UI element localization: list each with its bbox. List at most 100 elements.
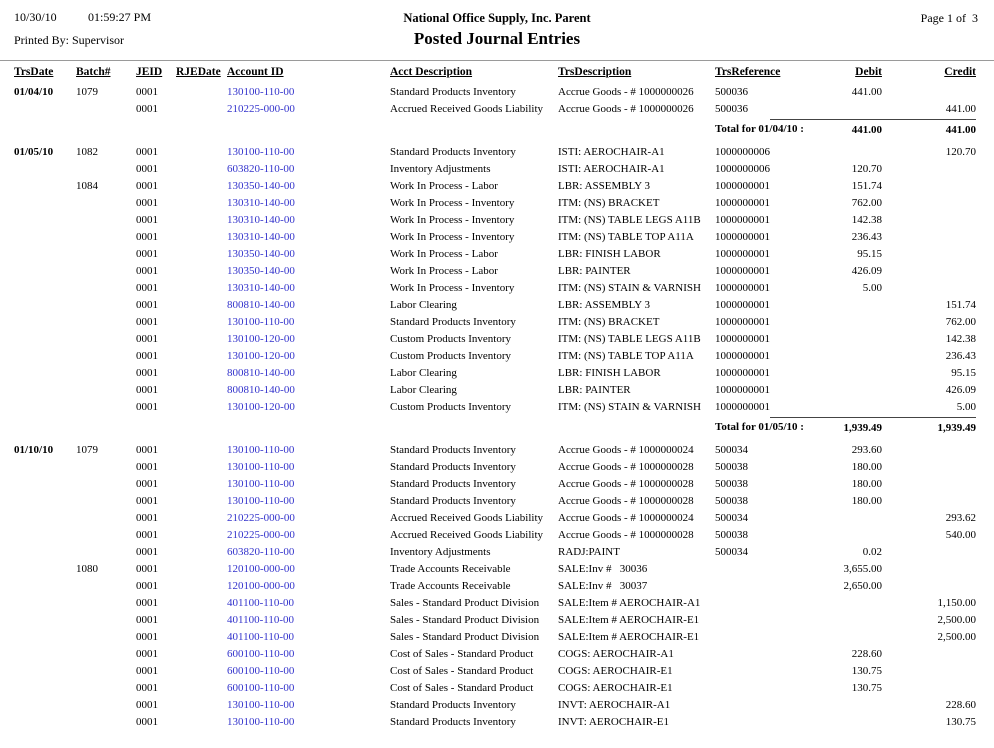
acct-description-cell: Custom Products Inventory bbox=[390, 401, 511, 413]
journal-entry-row: 0001 130100-110-00 Standard Products Inven… bbox=[0, 697, 994, 714]
account-id-link[interactable]: 130350-140-00 bbox=[227, 248, 295, 260]
total-credit: 1,939.49 bbox=[876, 417, 976, 436]
account-id-link[interactable]: 130100-110-00 bbox=[227, 716, 295, 728]
credit-cell: 130.75 bbox=[945, 716, 976, 728]
credit-cell: 151.74 bbox=[945, 299, 976, 311]
debit-cell: 130.75 bbox=[851, 682, 882, 694]
trs-description-cell: Accrue Goods - # 1000000024 bbox=[558, 512, 694, 524]
account-id-link[interactable]: 130100-110-00 bbox=[227, 495, 295, 507]
account-id-link[interactable]: 130310-140-00 bbox=[227, 214, 295, 226]
acct-description-cell: Cost of Sales - Standard Product bbox=[390, 648, 534, 660]
account-id-link[interactable]: 130100-110-00 bbox=[227, 699, 295, 711]
account-id-link[interactable]: 130100-110-00 bbox=[227, 444, 295, 456]
debit-cell: 151.74 bbox=[851, 180, 882, 192]
acct-description-cell: Sales - Standard Product Division bbox=[390, 597, 540, 609]
account-id-link[interactable]: 800810-140-00 bbox=[227, 367, 295, 379]
account-id-link[interactable]: 401100-110-00 bbox=[227, 597, 295, 609]
account-id-link[interactable]: 210225-000-00 bbox=[227, 103, 295, 115]
debit-cell: 293.60 bbox=[851, 444, 882, 456]
account-id-link[interactable]: 130310-140-00 bbox=[227, 231, 295, 243]
col-header-trsdate: TrsDate bbox=[14, 66, 54, 78]
journal-entry-row: 0001 401100-110-00 Sales - Standard Produc… bbox=[0, 629, 994, 646]
account-id-link[interactable]: 130350-140-00 bbox=[227, 265, 295, 277]
trs-description-cell: SALE:Inv # 30036 bbox=[558, 563, 648, 575]
trs-reference-cell: 500034 bbox=[715, 512, 748, 524]
trs-reference-cell: 1000000001 bbox=[715, 265, 770, 277]
acct-description-cell: Work In Process - Labor bbox=[390, 265, 498, 277]
trs-description-cell: SALE:Item # AEROCHAIR-E1 bbox=[558, 631, 700, 643]
account-id-link[interactable]: 130100-120-00 bbox=[227, 401, 295, 413]
jeid-cell: 0001 bbox=[136, 478, 158, 490]
journal-entry-row: 0001 130310-140-00 Work In Process - Inven… bbox=[0, 229, 994, 246]
jeid-cell: 0001 bbox=[136, 299, 158, 311]
journal-entry-row: 0001 120100-000-00 Trade Accounts Receivab… bbox=[0, 578, 994, 595]
account-id-link[interactable]: 603820-110-00 bbox=[227, 163, 295, 175]
credit-cell: 2,500.00 bbox=[937, 614, 977, 626]
account-id-link[interactable]: 130310-140-00 bbox=[227, 197, 295, 209]
debit-cell: 120.70 bbox=[851, 163, 882, 175]
acct-description-cell: Standard Products Inventory bbox=[390, 716, 516, 728]
account-id-link[interactable]: 600100-110-00 bbox=[227, 648, 295, 660]
trs-description-cell: LBR: FINISH LABOR bbox=[558, 248, 661, 260]
jeid-cell: 0001 bbox=[136, 631, 158, 643]
account-id-link[interactable]: 130100-110-00 bbox=[227, 316, 295, 328]
jeid-cell: 0001 bbox=[136, 461, 158, 473]
jeid-cell: 0001 bbox=[136, 282, 158, 294]
account-id-link[interactable]: 130100-110-00 bbox=[227, 461, 295, 473]
trs-description-cell: ISTI: AEROCHAIR-A1 bbox=[558, 163, 665, 175]
total-debit: 1,939.49 bbox=[770, 417, 882, 436]
jeid-cell: 0001 bbox=[136, 546, 158, 558]
account-id-link[interactable]: 210225-000-00 bbox=[227, 512, 295, 524]
credit-cell: 120.70 bbox=[945, 146, 976, 158]
acct-description-cell: Standard Products Inventory bbox=[390, 495, 516, 507]
col-header-jeid: JEID bbox=[136, 66, 163, 78]
account-id-link[interactable]: 130100-120-00 bbox=[227, 350, 295, 362]
jeid-cell: 0001 bbox=[136, 384, 158, 396]
acct-description-cell: Work In Process - Inventory bbox=[390, 231, 515, 243]
journal-entry-row: 0001 800810-140-00 Labor Clearing LBR: PAIN… bbox=[0, 382, 994, 399]
acct-description-cell: Work In Process - Labor bbox=[390, 248, 498, 260]
journal-entry-row: 0001 130100-120-00 Custom Products Invento… bbox=[0, 348, 994, 365]
debit-cell: 180.00 bbox=[851, 495, 882, 507]
acct-description-cell: Labor Clearing bbox=[390, 384, 457, 396]
account-id-link[interactable]: 600100-110-00 bbox=[227, 682, 295, 694]
trs-reference-cell: 1000000001 bbox=[715, 333, 770, 345]
trs-reference-cell: 1000000001 bbox=[715, 197, 770, 209]
trs-description-cell: ISTI: AEROCHAIR-A1 bbox=[558, 146, 665, 158]
acct-description-cell: Cost of Sales - Standard Product bbox=[390, 665, 534, 677]
debit-cell: 95.15 bbox=[857, 248, 882, 260]
acct-description-cell: Custom Products Inventory bbox=[390, 333, 511, 345]
account-id-link[interactable]: 401100-110-00 bbox=[227, 614, 295, 626]
col-header-batch: Batch# bbox=[76, 66, 111, 78]
account-id-link[interactable]: 130100-120-00 bbox=[227, 333, 295, 345]
company-name: National Office Supply, Inc. Parent bbox=[403, 11, 591, 25]
credit-cell: 293.62 bbox=[945, 512, 976, 524]
trs-reference-cell: 1000000001 bbox=[715, 231, 770, 243]
account-id-link[interactable]: 120100-000-00 bbox=[227, 563, 295, 575]
credit-cell: 2,500.00 bbox=[937, 631, 977, 643]
credit-cell: 1,150.00 bbox=[937, 597, 977, 609]
account-id-link[interactable]: 130350-140-00 bbox=[227, 180, 295, 192]
trsdate-cell: 01/10/10 bbox=[14, 444, 54, 456]
account-id-link[interactable]: 130100-110-00 bbox=[227, 478, 295, 490]
trs-description-cell: ITM: (NS) TABLE LEGS A11B bbox=[558, 333, 701, 345]
account-id-link[interactable]: 120100-000-00 bbox=[227, 580, 295, 592]
account-id-link[interactable]: 600100-110-00 bbox=[227, 665, 295, 677]
account-id-link[interactable]: 130310-140-00 bbox=[227, 282, 295, 294]
journal-entry-row: 0001 401100-110-00 Sales - Standard Produc… bbox=[0, 595, 994, 612]
account-id-link[interactable]: 130100-110-00 bbox=[227, 146, 295, 158]
account-id-link[interactable]: 800810-140-00 bbox=[227, 384, 295, 396]
acct-description-cell: Sales - Standard Product Division bbox=[390, 631, 540, 643]
account-id-link[interactable]: 401100-110-00 bbox=[227, 631, 295, 643]
account-id-link[interactable]: 800810-140-00 bbox=[227, 299, 295, 311]
page-indicator: Page 1 of 3 bbox=[920, 11, 978, 25]
jeid-cell: 0001 bbox=[136, 512, 158, 524]
account-id-link[interactable]: 603820-110-00 bbox=[227, 546, 295, 558]
credit-cell: 236.43 bbox=[945, 350, 976, 362]
debit-cell: 180.00 bbox=[851, 478, 882, 490]
acct-description-cell: Standard Products Inventory bbox=[390, 461, 516, 473]
trs-description-cell: ITM: (NS) BRACKET bbox=[558, 197, 660, 209]
debit-cell: 228.60 bbox=[851, 648, 882, 660]
account-id-link[interactable]: 130100-110-00 bbox=[227, 86, 295, 98]
account-id-link[interactable]: 210225-000-00 bbox=[227, 529, 295, 541]
